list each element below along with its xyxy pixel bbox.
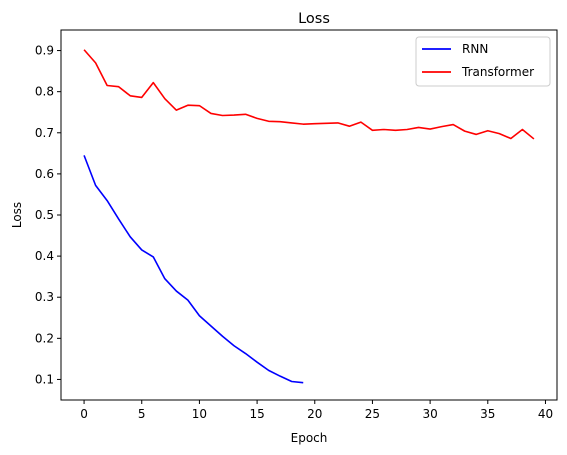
x-tick-label: 25 — [365, 407, 380, 421]
y-tick-label: 0.1 — [35, 372, 54, 386]
x-tick-label: 10 — [192, 407, 207, 421]
x-axis-ticks: 0 5 10 15 20 25 30 35 40 — [80, 400, 553, 421]
x-tick-label: 0 — [80, 407, 88, 421]
y-axis-label: Loss — [10, 202, 24, 228]
x-tick-label: 40 — [538, 407, 553, 421]
x-axis-label: Epoch — [291, 431, 328, 445]
y-tick-label: 0.9 — [35, 44, 54, 58]
legend-label-transformer: Transformer — [461, 65, 534, 79]
x-tick-label: 5 — [138, 407, 146, 421]
legend-label-rnn: RNN — [462, 42, 488, 56]
y-tick-label: 0.6 — [35, 167, 54, 181]
y-tick-label: 0.2 — [35, 331, 54, 345]
chart-title: Loss — [298, 11, 330, 27]
x-tick-label: 20 — [307, 407, 322, 421]
plot-frame — [60, 29, 558, 401]
y-tick-label: 0.8 — [35, 85, 54, 99]
y-axis-ticks: 0.1 0.2 0.3 0.4 0.5 0.6 0.7 0.8 0.9 — [35, 44, 61, 386]
x-tick-label: 35 — [480, 407, 495, 421]
y-tick-label: 0.3 — [35, 290, 54, 304]
legend: RNN Transformer — [415, 36, 551, 87]
y-tick-label: 0.7 — [35, 126, 54, 140]
series-lines — [83, 49, 535, 384]
series-line-transformer — [83, 49, 535, 140]
series-line-rnn — [83, 155, 304, 384]
y-tick-label: 0.4 — [35, 249, 54, 263]
y-tick-label: 0.5 — [35, 208, 54, 222]
x-tick-label: 30 — [422, 407, 437, 421]
plot-area — [60, 29, 558, 401]
x-tick-label: 15 — [249, 407, 264, 421]
